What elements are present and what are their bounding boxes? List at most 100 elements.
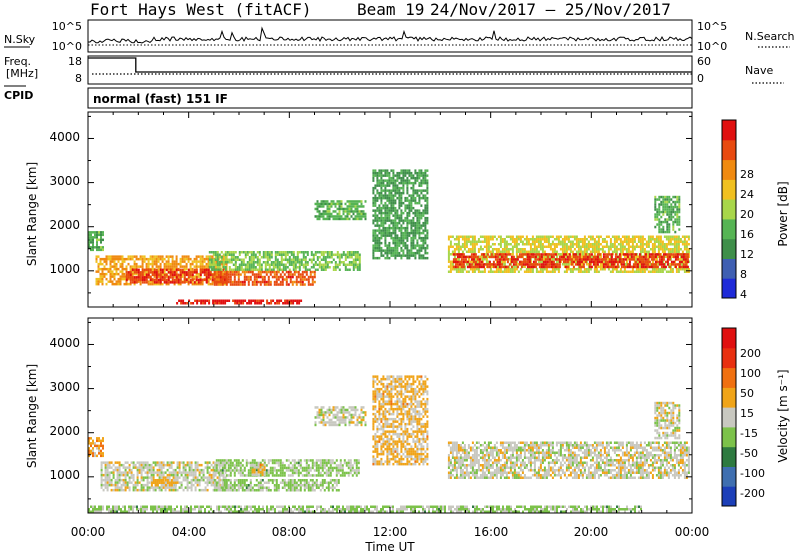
- heatmap-cell: [583, 245, 586, 248]
- heatmap-cell: [543, 250, 546, 253]
- heatmap-cell: [203, 273, 206, 277]
- heatmap-cell: [622, 253, 625, 256]
- heatmap-cell: [326, 266, 329, 269]
- heatmap-cell: [158, 466, 161, 469]
- heatmap-cell: [342, 212, 345, 216]
- heatmap-cell: [172, 476, 175, 479]
- heatmap-cell: [412, 211, 415, 215]
- heatmap-cell: [215, 280, 218, 284]
- heatmap-cell: [134, 481, 137, 484]
- heatmap-cell: [579, 268, 582, 271]
- heatmap-cell: [394, 186, 397, 190]
- heatmap-cell: [553, 270, 556, 273]
- heatmap-cell: [374, 196, 377, 200]
- heatmap-cell: [449, 263, 452, 266]
- heatmap-cell: [575, 235, 578, 238]
- heatmap-cell: [92, 231, 94, 234]
- heatmap-cell: [167, 271, 170, 274]
- heatmap-cell: [98, 248, 100, 252]
- heatmap-cell: [107, 270, 110, 273]
- heatmap-cell: [406, 224, 409, 227]
- heatmap-cell: [406, 246, 409, 250]
- heatmap-cell: [90, 444, 92, 448]
- heatmap-cell: [314, 268, 317, 271]
- heatmap-cell: [272, 263, 275, 266]
- heatmap-cell: [406, 221, 409, 225]
- heatmap-cell: [100, 461, 103, 464]
- heatmap-cell: [394, 221, 397, 225]
- heatmap-cell: [400, 214, 403, 217]
- heatmap-cell: [529, 270, 532, 273]
- heatmap-cell: [462, 258, 465, 261]
- heatmap-cell: [655, 270, 658, 273]
- heatmap-cell: [662, 213, 665, 216]
- heatmap-cell: [548, 263, 551, 266]
- heatmap-cell: [574, 253, 577, 256]
- heatmap-cell: [390, 234, 393, 237]
- heatmap-cell: [109, 262, 112, 266]
- heatmap-cell: [610, 253, 613, 256]
- heatmap-cell: [216, 256, 219, 259]
- heatmap-cell: [106, 476, 109, 479]
- heatmap-cell: [378, 244, 381, 247]
- heatmap-cell: [102, 483, 105, 487]
- heatmap-cell: [638, 255, 641, 259]
- heatmap-cell: [213, 280, 216, 284]
- heatmap-cell: [201, 265, 204, 268]
- heatmap-cell: [418, 189, 421, 192]
- heatmap-cell: [497, 270, 500, 273]
- heatmap-cell: [537, 245, 540, 248]
- heatmap-cell: [177, 275, 180, 278]
- heatmap-cell: [570, 263, 573, 266]
- heatmap-cell: [388, 201, 391, 205]
- heatmap-cell: [454, 253, 457, 256]
- heatmap-cell: [119, 265, 122, 268]
- heatmap-cell: [550, 253, 553, 256]
- heatmap-cell: [298, 266, 301, 269]
- heatmap-cell: [310, 258, 313, 261]
- heatmap-cell: [499, 243, 502, 246]
- heatmap-cell: [653, 245, 656, 248]
- heatmap-cell: [154, 471, 157, 474]
- heatmap-cell: [252, 261, 255, 264]
- heatmap-cell: [576, 255, 579, 259]
- heatmap-cell: [270, 299, 273, 302]
- heatmap-cell: [149, 271, 152, 274]
- heatmap-cell: [461, 250, 464, 253]
- heatmap-cell: [100, 478, 103, 482]
- heatmap-cell: [380, 206, 383, 210]
- heatmap-cell: [651, 248, 654, 251]
- heatmap-cell: [537, 240, 540, 243]
- heatmap-cell: [662, 265, 665, 269]
- heatmap-cell: [111, 275, 114, 278]
- heatmap-cell: [674, 220, 677, 224]
- heatmap-cell: [620, 265, 623, 269]
- heatmap-cell: [565, 248, 568, 251]
- heatmap-cell: [406, 204, 409, 207]
- heatmap-cell: [416, 244, 419, 247]
- heatmap-cell: [374, 244, 377, 247]
- heatmap-cell: [511, 270, 514, 273]
- heatmap-cell: [165, 260, 168, 263]
- heatmap-cell: [520, 265, 523, 269]
- heatmap-cell: [632, 253, 635, 256]
- heatmap-cell: [382, 174, 385, 177]
- heatmap-cell: [151, 257, 154, 261]
- heatmap-cell: [312, 266, 315, 269]
- heatmap-cell: [376, 181, 379, 185]
- heatmap-cell: [274, 261, 277, 264]
- heatmap-cell: [358, 215, 361, 218]
- heatmap-cell: [97, 277, 100, 281]
- heatmap-cell: [396, 184, 399, 187]
- heatmap-cell: [672, 208, 675, 211]
- heatmap-cell: [191, 282, 194, 286]
- heatmap-cell: [350, 200, 353, 203]
- heatmap-cell: [114, 481, 117, 484]
- heatmap-cell: [348, 205, 351, 208]
- heatmap-cell: [147, 262, 150, 266]
- heatmap-cell: [664, 265, 667, 269]
- heatmap-cell: [396, 214, 399, 217]
- heatmap-cell: [498, 265, 501, 269]
- heatmap-cell: [527, 243, 530, 246]
- heatmap-cell: [226, 251, 229, 254]
